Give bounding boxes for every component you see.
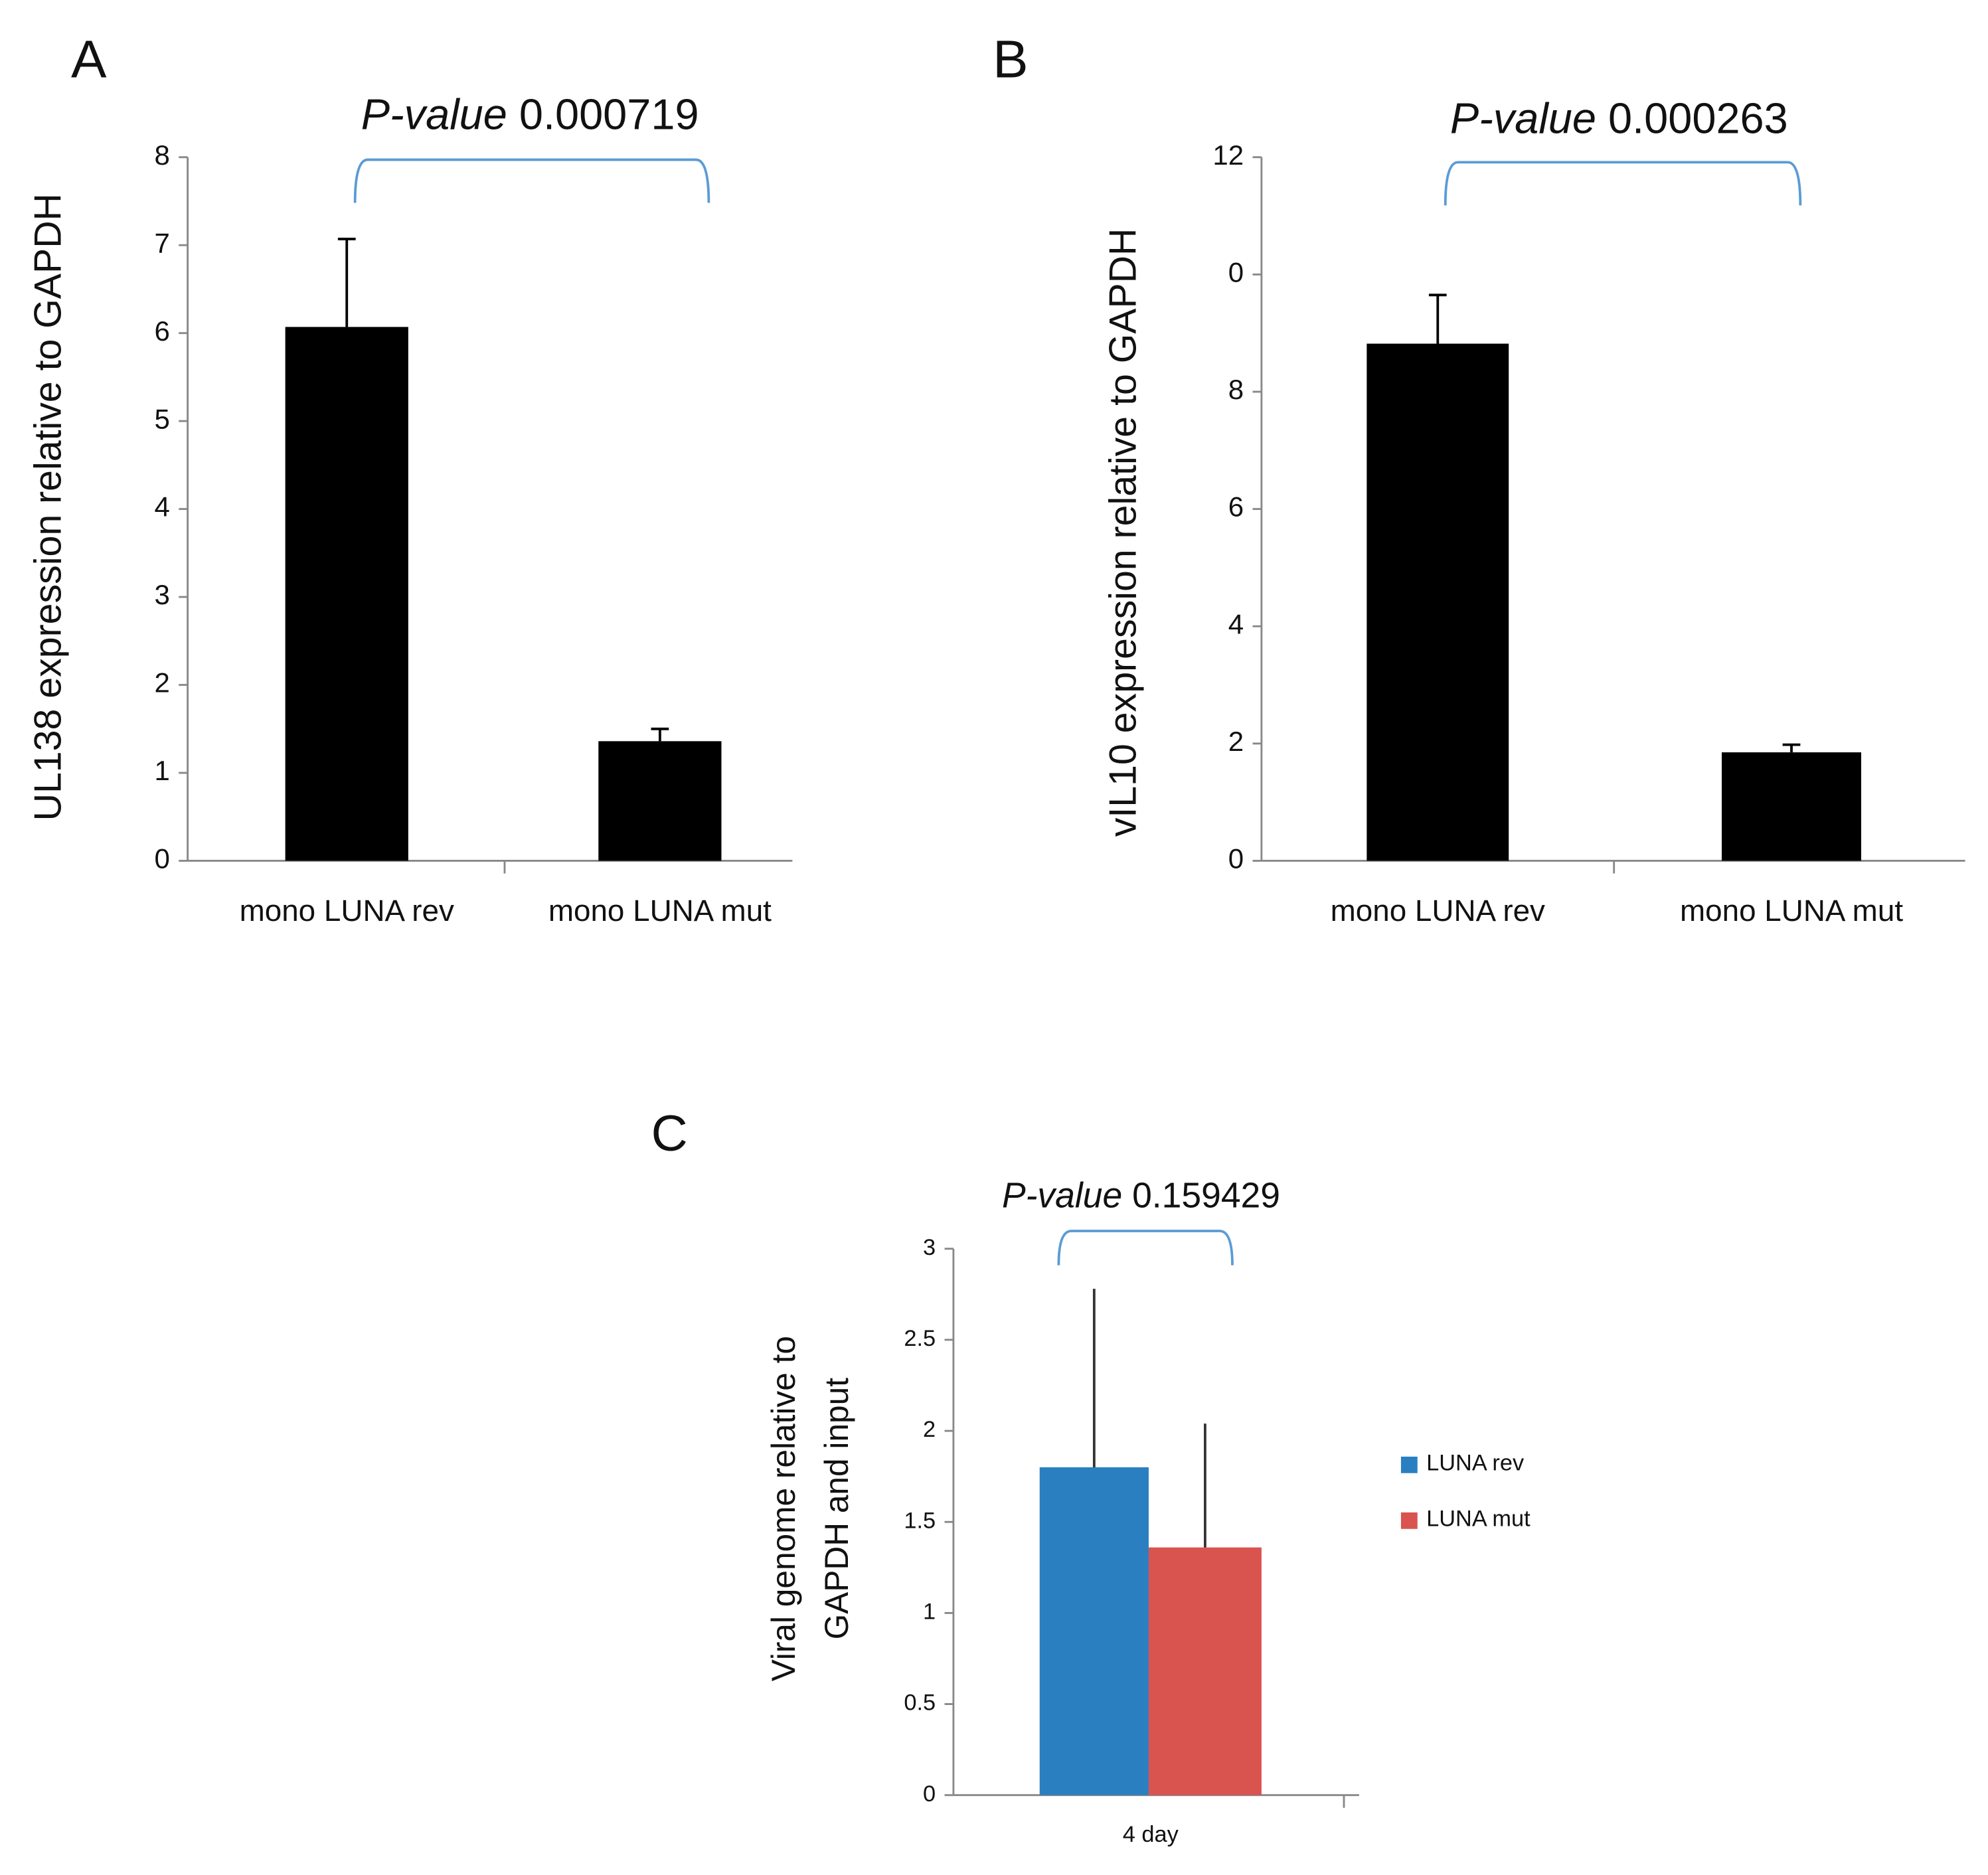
x-tick-label: mono LUNA mut (1680, 894, 1903, 928)
y-axis-label: UL138 expression relative to GAPDH (27, 193, 70, 821)
legend-label: LUNA mut (1426, 1506, 1531, 1531)
p-value-label: P-value (361, 90, 507, 139)
x-tick-label: mono LUNA mut (548, 894, 772, 928)
significance-bracket (353, 158, 710, 203)
bar (1039, 1467, 1149, 1795)
y-tick-label: 0.5 (904, 1690, 936, 1716)
y-tick-label: 6 (1228, 491, 1244, 523)
y-tick-label: 8 (155, 139, 170, 171)
y-tick-label: 5 (155, 403, 170, 434)
panel-label: A (71, 29, 107, 89)
y-tick-label: 4 (1228, 608, 1244, 639)
y-tick-label: 2 (923, 1417, 936, 1442)
significance-bracket (1444, 161, 1802, 206)
y-tick-label: 3 (923, 1235, 936, 1260)
y-tick-label: 2 (1228, 726, 1244, 757)
p-value-label: P-value (1002, 1177, 1122, 1216)
y-tick-label: 3 (155, 579, 170, 610)
x-tick-label: mono LUNA rev (1331, 894, 1545, 928)
y-tick-label: 0 (1228, 256, 1244, 287)
legend-swatch (1400, 1512, 1418, 1529)
y-tick-label: 12 (1212, 139, 1244, 171)
y-tick-label: 0 (1228, 843, 1244, 874)
y-tick-label: 8 (1228, 374, 1244, 405)
panel-label: B (993, 29, 1029, 89)
bar (598, 741, 722, 861)
p-value-annotation: P-value 0.000719 (361, 90, 699, 139)
y-tick-label: 6 (155, 315, 170, 347)
y-tick-label: 1 (923, 1599, 936, 1624)
y-tick-label: 1.5 (904, 1508, 936, 1533)
p-value: 0.159429 (1132, 1177, 1280, 1216)
bar (285, 327, 408, 861)
y-axis-label: Viral genome relative to (765, 1336, 802, 1681)
y-axis-label: vIL10 expression relative to GAPDH (1102, 228, 1145, 837)
bar (1148, 1547, 1262, 1795)
y-tick-label: 0 (155, 843, 170, 874)
significance-bracket (1057, 1230, 1234, 1265)
y-tick-label: 4 (155, 491, 170, 523)
x-tick-label: mono LUNA rev (240, 894, 454, 928)
panel-label: C (651, 1105, 688, 1162)
x-tick-label: 4 day (1123, 1822, 1179, 1847)
y-tick-label: 2 (155, 667, 170, 698)
y-axis-label: GAPDH and input (818, 1378, 855, 1640)
y-tick-label: 1 (155, 755, 170, 786)
p-value: 0.000263 (1608, 94, 1788, 142)
p-value-label: P-value (1450, 94, 1596, 142)
y-tick-label: 2.5 (904, 1326, 936, 1351)
p-value-annotation: P-value 0.000263 (1450, 94, 1788, 142)
legend-swatch (1400, 1456, 1418, 1473)
y-tick-label: 7 (155, 227, 170, 258)
y-tick-label: 0 (923, 1781, 936, 1807)
bar (1367, 343, 1509, 861)
p-value-annotation: P-value 0.159429 (1002, 1177, 1280, 1216)
bar (1721, 752, 1862, 861)
p-value: 0.000719 (519, 90, 699, 139)
legend-label: LUNA rev (1426, 1450, 1525, 1475)
